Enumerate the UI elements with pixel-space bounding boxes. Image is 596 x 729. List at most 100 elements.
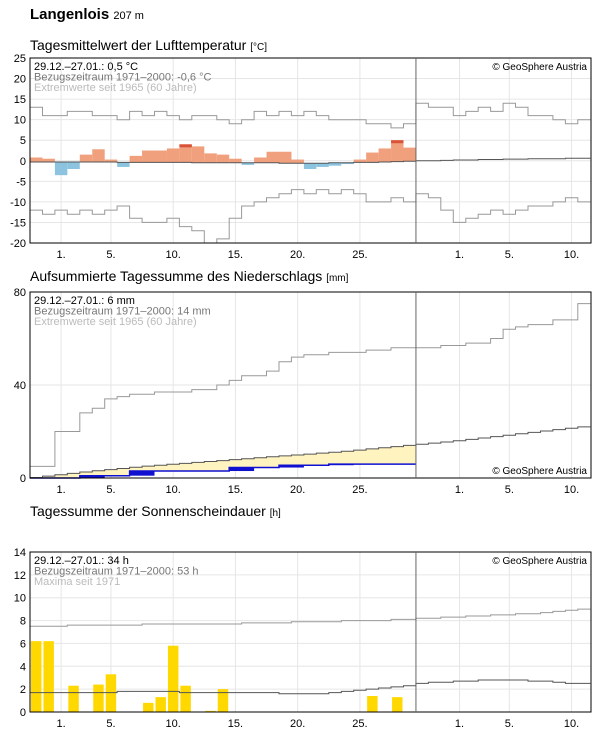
sunshine-copyright: © GeoSphere Austria [492, 556, 587, 567]
temperature-info-line: Bezugszeitraum 1971–2000: -0,6 °C [34, 72, 212, 84]
temperature-bar [254, 157, 267, 163]
temperature-bar [67, 162, 80, 169]
sunshine-y-tick: 6 [20, 638, 26, 650]
sunshine-x-tick: 5. [106, 718, 115, 729]
precipitation-y-tick: 40 [14, 380, 26, 392]
temperature-bar [279, 151, 292, 164]
sunshine-extreme-max-line [30, 608, 591, 627]
precipitation-accumulated-line [30, 463, 416, 479]
temperature-bar [316, 163, 329, 167]
temperature-bar [117, 162, 130, 167]
precipitation-x-tick: 10. [564, 484, 579, 496]
precipitation-x-tick: 1. [57, 484, 66, 496]
sunshine-info-line: Maxima seit 1971 [34, 576, 120, 588]
temperature-info-line: Extremwerte seit 1965 (60 Jahre) [34, 82, 197, 94]
sunshine-x-tick: 5. [505, 718, 514, 729]
temperature-info-line: 29.12.–27.01.: 0,5 °C [34, 61, 138, 73]
precipitation-x-tick: 25. [352, 484, 367, 496]
temperature-bar [104, 159, 118, 163]
temperature-bar [229, 158, 242, 163]
temperature-bar [179, 144, 192, 163]
temperature-bar [142, 150, 155, 163]
temperature-x-tick: 5. [106, 249, 115, 261]
temperature-bar [204, 153, 217, 163]
temperature-bar [92, 149, 105, 163]
temperature-bar [166, 148, 180, 163]
precipitation-extreme-max-line [30, 303, 591, 467]
precipitation-x-tick: 1. [455, 484, 464, 496]
temperature-y-tick: 25 [14, 53, 26, 65]
temperature-bar [241, 162, 255, 165]
sunshine-frame [29, 551, 592, 713]
sunshine-bar [68, 685, 79, 712]
temperature-bar [191, 146, 205, 163]
temperature-bar [391, 140, 404, 162]
sunshine-bar [93, 684, 104, 712]
sunshine-bar [367, 696, 378, 712]
temperature-frame [29, 57, 592, 244]
precipitation-x-tick: 20. [290, 484, 305, 496]
temperature-y-tick: 20 [14, 74, 26, 86]
temperature-bar-extreme [179, 144, 192, 148]
sunshine-bar [31, 641, 42, 712]
temperature-bar [30, 157, 43, 163]
sunshine-y-tick: 0 [20, 707, 26, 719]
temperature-bar [79, 154, 93, 163]
station-title: Langenlois 207 m [30, 6, 144, 23]
sunshine-bar [143, 702, 154, 712]
sunshine-bar [217, 689, 229, 712]
temperature-bar [341, 162, 354, 165]
temperature-x-tick: 10. [166, 249, 181, 261]
temperature-y-tick: 10 [14, 115, 26, 127]
temperature-x-tick: 10. [564, 249, 579, 261]
sunshine-chart-title: Tagessumme der Sonnenscheindauer [h] [30, 503, 281, 519]
temperature-y-tick: -10 [10, 197, 26, 209]
precipitation-x-tick: 15. [228, 484, 243, 496]
temperature-bar [378, 148, 392, 163]
temperature-extreme-min-line [30, 189, 591, 244]
precipitation-daily-sum-bar [129, 471, 155, 476]
precipitation-daily-sum-bar [79, 475, 105, 478]
temperature-x-tick: 25. [352, 249, 367, 261]
temperature-bar [328, 162, 342, 166]
precipitation-copyright: © GeoSphere Austria [492, 466, 587, 477]
temperature-bar [353, 159, 367, 163]
temperature-y-tick: 15 [14, 94, 26, 106]
sunshine-x-tick: 15. [228, 718, 243, 729]
sunshine-y-tick: 14 [14, 547, 26, 559]
temperature-x-tick: 15. [228, 249, 243, 261]
precipitation-x-tick: 5. [505, 484, 514, 496]
sunshine-x-tick: 20. [290, 718, 305, 729]
temperature-y-tick: 5 [20, 135, 26, 147]
temperature-bar [266, 151, 279, 163]
temperature-bar [403, 147, 416, 162]
sunshine-reference-line [30, 679, 591, 695]
sunshine-info-line: 29.12.–27.01.: 34 h [34, 555, 129, 567]
precipitation-frame [29, 291, 592, 479]
sunshine-y-tick: 2 [20, 684, 26, 696]
sunshine-y-tick: 12 [14, 570, 26, 582]
temperature-x-tick: 1. [57, 249, 66, 261]
temperature-reference-line [30, 157, 591, 164]
temperature-copyright: © GeoSphere Austria [492, 62, 587, 73]
temperature-x-tick: 1. [455, 249, 464, 261]
temperature-x-tick: 5. [505, 249, 514, 261]
temperature-extreme-max-line [30, 102, 591, 129]
temperature-y-tick: -20 [10, 238, 26, 250]
sunshine-x-tick: 1. [57, 718, 66, 729]
station-altitude: 207 m [113, 10, 144, 22]
precipitation-info-line: Extremwerte seit 1965 (60 Jahre) [34, 316, 197, 328]
precipitation-daily-sum-bar [229, 467, 255, 472]
temperature-bar [42, 158, 55, 163]
precipitation-y-tick: 0 [20, 473, 26, 485]
precipitation-reference-line [30, 426, 591, 478]
sunshine-x-tick: 10. [564, 718, 579, 729]
sunshine-bar [155, 697, 166, 712]
precipitation-info-line: 29.12.–27.01.: 6 mm [34, 295, 135, 307]
precipitation-daily-sum-bar [279, 465, 304, 468]
sunshine-y-tick: 4 [20, 661, 26, 673]
sunshine-x-tick: 10. [166, 718, 181, 729]
sunshine-bar [205, 710, 216, 712]
precipitation-chart-title: Aufsummierte Tagessumme des Niederschlag… [30, 268, 349, 284]
sunshine-bar [392, 697, 403, 712]
